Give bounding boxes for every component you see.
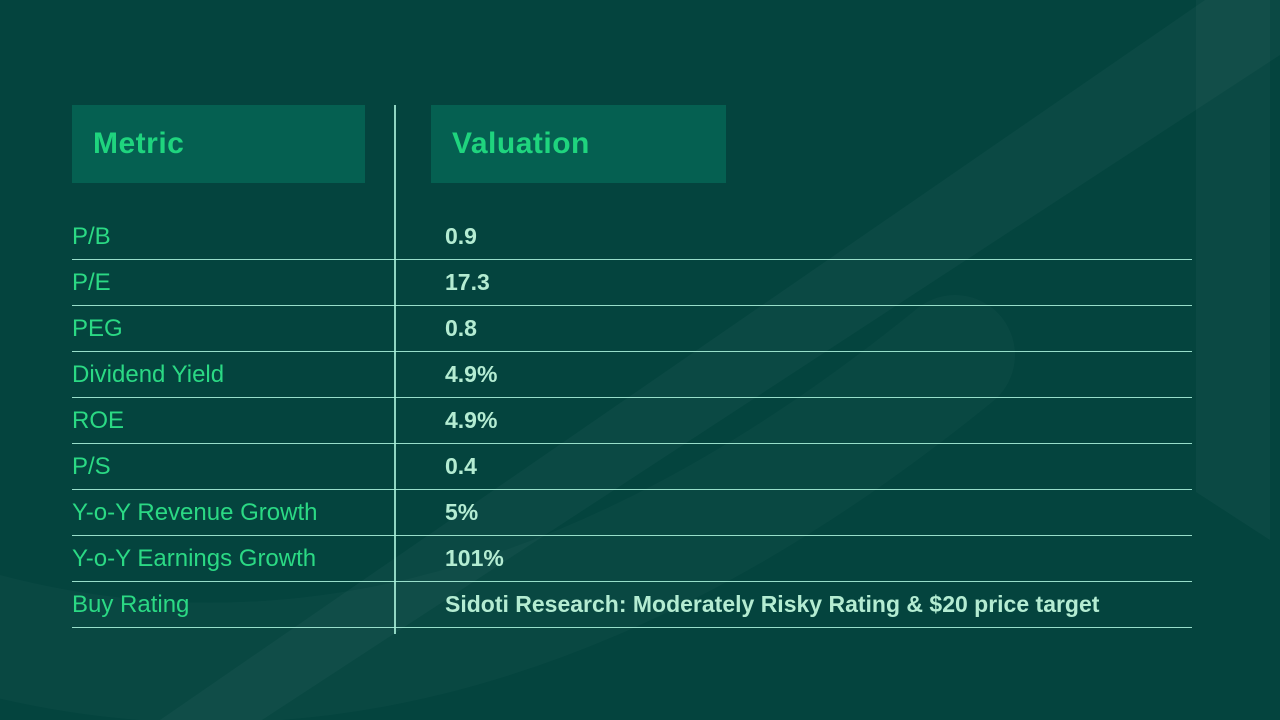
- valuation-cell: 0.9: [445, 223, 477, 249]
- valuation-header-label: Valuation: [452, 127, 590, 160]
- table-row: Dividend Yield 4.9%: [72, 352, 1192, 398]
- metric-cell: Dividend Yield: [72, 360, 225, 388]
- table-row: ROE 4.9%: [72, 398, 1192, 444]
- valuation-cell: 0.4: [445, 453, 477, 479]
- metric-cell: P/B: [72, 222, 111, 250]
- column-divider-line: [394, 105, 396, 634]
- valuation-cell: Sidoti Research: Moderately Risky Rating…: [445, 591, 1100, 617]
- table-row: PEG 0.8: [72, 306, 1192, 352]
- valuation-cell: 4.9%: [445, 361, 498, 387]
- metric-cell: Y-o-Y Revenue Growth: [72, 498, 318, 526]
- table-row: P/B 0.9: [72, 214, 1192, 260]
- valuation-cell: 17.3: [445, 269, 490, 295]
- valuation-column-header: Valuation: [431, 105, 726, 183]
- table-row: Y-o-Y Earnings Growth 101%: [72, 536, 1192, 582]
- metric-cell: P/E: [72, 268, 111, 296]
- valuation-cell: 5%: [445, 499, 479, 525]
- valuation-cell: 101%: [445, 545, 504, 571]
- table-row: P/E 17.3: [72, 260, 1192, 306]
- metric-cell: ROE: [72, 406, 125, 434]
- metric-cell: PEG: [72, 314, 123, 342]
- table-row: Y-o-Y Revenue Growth 5%: [72, 490, 1192, 536]
- metric-column-header: Metric: [72, 105, 365, 183]
- metric-cell: Y-o-Y Earnings Growth: [72, 544, 317, 572]
- metric-header-label: Metric: [93, 127, 185, 160]
- table-row: P/S 0.4: [72, 444, 1192, 490]
- valuation-cell: 0.8: [445, 315, 477, 341]
- table-body: P/B 0.9 P/E 17.3 PEG 0.8 Dividend Yield 4.9% ROE…: [72, 214, 1192, 628]
- valuation-cell: 4.9%: [445, 407, 498, 433]
- metric-cell: Buy Rating: [72, 590, 190, 618]
- metric-cell: P/S: [72, 452, 111, 480]
- table-row: Buy Rating Sidoti Research: Moderately Ri…: [72, 582, 1192, 628]
